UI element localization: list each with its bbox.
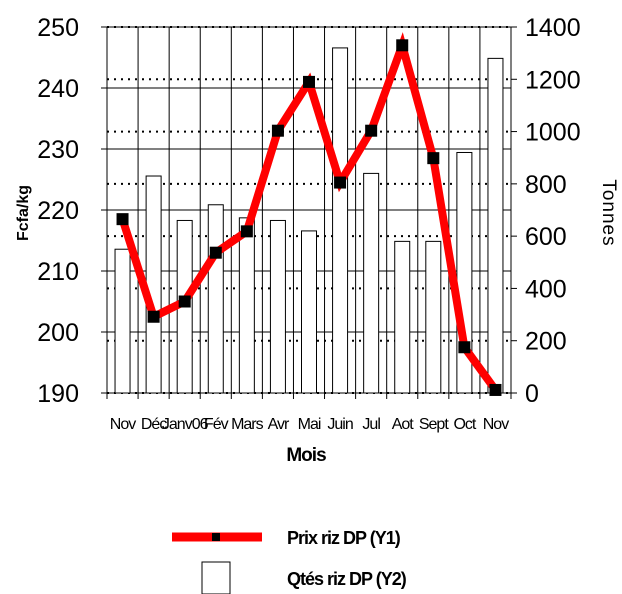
bar-6 — [301, 230, 317, 394]
bar-5 — [269, 219, 286, 394]
x-tick-label-6: Mai — [298, 416, 321, 433]
price-marker-8 — [365, 124, 378, 137]
bar-10 — [425, 240, 442, 394]
price-marker-11 — [458, 341, 471, 354]
x-axis-title: Mois — [286, 445, 326, 466]
left-tick-label-200: 200 — [37, 319, 79, 347]
legend-label-price: Prix riz DP (Y1) — [287, 528, 401, 548]
price-marker-1 — [147, 310, 160, 323]
right-axis-tick-labels: 0 200 400 600 800 1000 1200 1400 — [525, 14, 581, 408]
bar-0 — [114, 248, 131, 394]
right-tick-label-0: 0 — [525, 380, 539, 408]
left-tick-label-210: 210 — [37, 258, 79, 286]
legend-label-quantity: Qtés riz DP (Y2) — [287, 569, 407, 589]
price-marker-10 — [427, 152, 440, 165]
bar-4 — [238, 217, 255, 394]
x-tick-label-8: Jul — [362, 416, 380, 433]
left-tick-label-190: 190 — [37, 380, 79, 408]
price-marker-3 — [209, 246, 222, 259]
bar-9 — [394, 240, 411, 394]
left-tick-label-250: 250 — [37, 14, 79, 42]
legend: Prix riz DP (Y1) Qtés riz DP (Y2) — [172, 528, 408, 594]
x-tick-label-11: Oct — [453, 416, 476, 433]
price-marker-7 — [334, 176, 347, 189]
right-axis-title: Tonnes — [598, 179, 619, 246]
bar-7 — [332, 47, 349, 394]
x-tick-label-5: Avr — [268, 416, 290, 433]
right-tick-label-1000: 1000 — [525, 119, 581, 147]
right-tick-label-800: 800 — [525, 171, 567, 199]
left-axis-title: Fcfa/kg — [15, 185, 32, 241]
price-marker-0 — [116, 213, 129, 226]
left-axis-tick-labels: 190 200 210 220 230 240 250 — [37, 14, 79, 408]
right-tick-label-400: 400 — [525, 275, 567, 303]
x-tick-label-1: Déc — [141, 416, 167, 433]
price-marker-4 — [240, 225, 253, 238]
x-tick-label-0: Nov — [110, 416, 136, 433]
bar-8 — [363, 172, 380, 394]
left-tick-label-220: 220 — [37, 197, 79, 225]
bar-3 — [207, 204, 224, 394]
price-marker-6 — [303, 75, 315, 88]
left-tick-label-240: 240 — [37, 75, 79, 103]
x-tick-label-10: Sept — [419, 416, 449, 433]
price-marker-5 — [271, 124, 284, 137]
price-marker-12 — [489, 383, 502, 396]
price-marker-9 — [396, 39, 409, 52]
left-tick-label-230: 230 — [37, 136, 79, 164]
right-tick-label-1200: 1200 — [525, 66, 581, 94]
x-tick-label-2: Janv06 — [162, 416, 209, 433]
right-tick-label-200: 200 — [525, 328, 567, 356]
x-tick-label-3: Fév — [204, 416, 229, 433]
quantity-bars — [114, 47, 504, 394]
x-tick-label-7: Juin — [327, 416, 352, 433]
bar-1 — [145, 175, 162, 394]
legend-line-marker — [212, 533, 220, 541]
x-tick-label-9: Aot — [392, 416, 415, 433]
x-tick-label-4: Mars — [231, 416, 264, 433]
right-tick-label-1400: 1400 — [525, 14, 581, 42]
price-marker-2 — [178, 295, 191, 308]
axes — [101, 26, 517, 399]
legend-bar-swatch — [201, 561, 231, 594]
x-tick-label-12: Nov — [483, 416, 509, 433]
bar-12 — [487, 57, 504, 394]
right-tick-label-600: 600 — [525, 223, 567, 251]
